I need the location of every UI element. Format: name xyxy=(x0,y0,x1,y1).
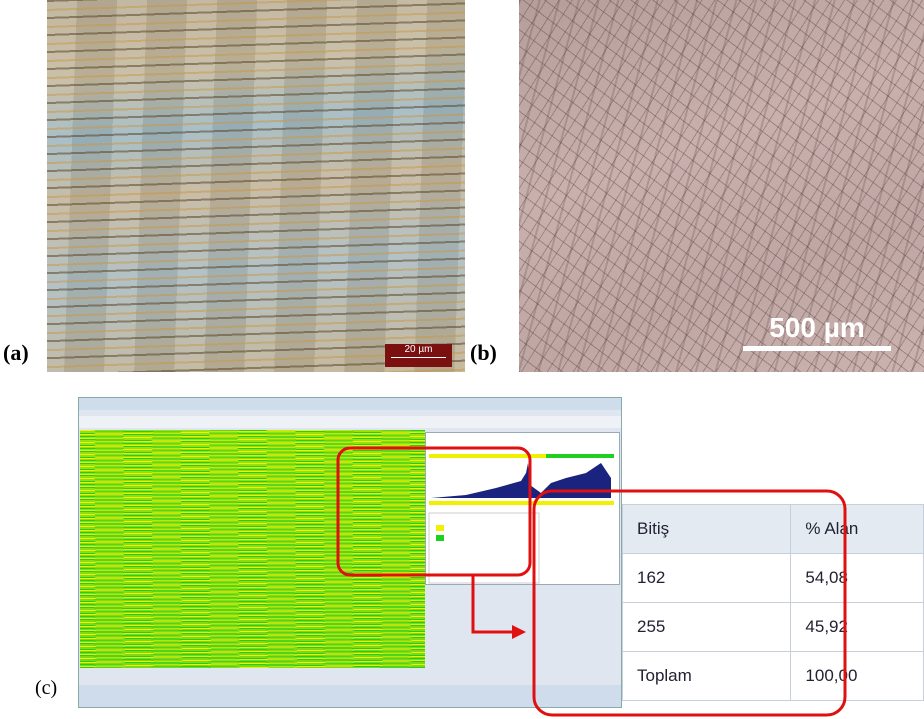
highlight-box xyxy=(534,491,845,715)
panel-label: (c) xyxy=(35,677,57,700)
highlight-box xyxy=(338,448,530,575)
arrow xyxy=(473,575,515,632)
callouts xyxy=(0,0,924,719)
arrow-head xyxy=(512,625,526,639)
figure: {"panels":[{"label":"(a)","scale_bar":"2… xyxy=(0,0,924,719)
